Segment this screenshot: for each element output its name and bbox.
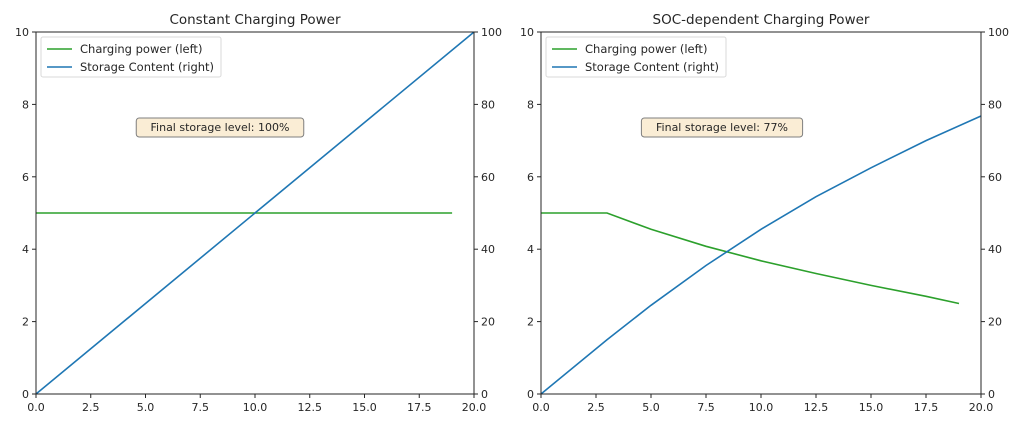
y-right-tick-label: 100 <box>481 26 502 39</box>
series-line-charging-power <box>541 212 960 305</box>
y-left-tick-label: 2 <box>527 316 534 329</box>
svg-text:Final storage level: 100%: Final storage level: 100% <box>151 121 290 134</box>
y-right-tick-label: 0 <box>481 388 488 401</box>
series-line-storage-content <box>35 31 475 395</box>
chart-panel-1: Constant Charging Power 0.0 2.5 5.0 7.5 10.0 1… <box>15 12 502 414</box>
legend-label: Charging power (left) <box>585 42 707 56</box>
y-left-tick-label: 4 <box>22 243 29 256</box>
x-tick-label: 15.0 <box>859 401 884 414</box>
x-tick-label: 2.5 <box>587 401 605 414</box>
legend-label: Charging power (left) <box>80 42 202 56</box>
chart-title: SOC-dependent Charging Power <box>653 12 870 28</box>
y-left-tick-label: 10 <box>15 26 29 39</box>
y-right-tick-label: 20 <box>988 316 1002 329</box>
y-right-tick-label: 80 <box>481 98 495 111</box>
x-tick-label: 2.5 <box>82 401 100 414</box>
series-line-storage-content <box>540 115 982 395</box>
x-tick-label: 12.5 <box>298 401 323 414</box>
y-right-tick-label: 60 <box>481 171 495 184</box>
legend-label: Storage Content (right) <box>80 60 214 74</box>
legend: Charging power (left) Storage Content (ri… <box>40 36 222 78</box>
svg-text:Final storage level: 77%: Final storage level: 77% <box>656 121 788 134</box>
x-tick-label: 15.0 <box>352 401 377 414</box>
x-tick-label: 7.5 <box>192 401 210 414</box>
legend-label: Storage Content (right) <box>585 60 719 74</box>
y-left-tick-label: 4 <box>527 243 534 256</box>
y-right-tick-label: 0 <box>988 388 995 401</box>
final-storage-annotation: Final storage level: 100% <box>135 117 305 138</box>
y-right-tick-label: 100 <box>988 26 1009 39</box>
x-tick-label: 20.0 <box>462 401 487 414</box>
y-left-tick-label: 6 <box>527 171 534 184</box>
chart-title: Constant Charging Power <box>169 12 341 28</box>
legend: Charging power (left) Storage Content (ri… <box>545 36 727 78</box>
final-storage-annotation: Final storage level: 77% <box>640 117 804 138</box>
y-right-tick-label: 20 <box>481 316 495 329</box>
y-left-tick-label: 8 <box>527 98 534 111</box>
x-tick-label: 10.0 <box>749 401 774 414</box>
chart-panel-2: SOC-dependent Charging Power 0.0 2.5 5.0 7.5… <box>520 12 1009 414</box>
x-tick-label: 17.5 <box>914 401 939 414</box>
x-tick-label: 17.5 <box>407 401 432 414</box>
y-left-tick-label: 0 <box>527 388 534 401</box>
x-tick-label: 12.5 <box>804 401 829 414</box>
y-right-tick-label: 40 <box>988 243 1002 256</box>
x-tick-label: 5.0 <box>642 401 660 414</box>
y-left-tick-label: 6 <box>22 171 29 184</box>
y-left-tick-label: 8 <box>22 98 29 111</box>
x-tick-label: 0.0 <box>27 401 45 414</box>
y-right-tick-label: 40 <box>481 243 495 256</box>
y-left-tick-label: 10 <box>520 26 534 39</box>
x-tick-label: 0.0 <box>532 401 550 414</box>
x-tick-label: 20.0 <box>969 401 994 414</box>
x-tick-label: 7.5 <box>697 401 715 414</box>
y-right-tick-label: 60 <box>988 171 1002 184</box>
y-right-tick-label: 80 <box>988 98 1002 111</box>
y-left-tick-label: 0 <box>22 388 29 401</box>
x-tick-label: 5.0 <box>137 401 155 414</box>
y-left-tick-label: 2 <box>22 316 29 329</box>
x-tick-label: 10.0 <box>243 401 268 414</box>
